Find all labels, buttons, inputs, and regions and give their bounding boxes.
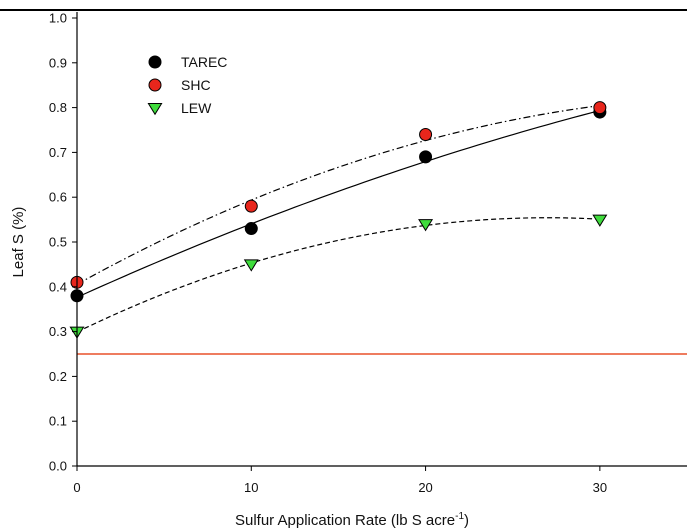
x-axis-title-superscript: -1 bbox=[455, 511, 464, 522]
legend-label-lew: LEW bbox=[181, 100, 212, 116]
y-tick-label: 0.4 bbox=[49, 279, 67, 294]
x-axis-title-suffix: ) bbox=[464, 512, 469, 529]
data-point-lew bbox=[592, 214, 608, 227]
y-tick-label: 0.1 bbox=[49, 414, 67, 429]
legend-label-tarec: TAREC bbox=[181, 54, 227, 70]
x-tick-label: 0 bbox=[73, 480, 80, 495]
data-points-layer bbox=[69, 101, 608, 339]
fit-curve-shc bbox=[76, 104, 600, 285]
data-point-tarec bbox=[419, 150, 433, 164]
x-tick-label: 20 bbox=[418, 480, 432, 495]
fit-curve-lew bbox=[76, 217, 600, 333]
x-tick-label: 30 bbox=[593, 480, 607, 495]
data-point-lew bbox=[418, 219, 434, 232]
x-axis-title: Sulfur Application Rate (lb S acre-1) bbox=[235, 511, 469, 529]
legend-label-shc: SHC bbox=[181, 77, 211, 93]
y-tick-label: 0.8 bbox=[49, 100, 67, 115]
data-point-shc bbox=[419, 127, 433, 141]
y-tick-label: 0.9 bbox=[49, 55, 67, 70]
y-axis-title: Leaf S (%) bbox=[10, 207, 27, 278]
x-axis-title-main: Sulfur Application Rate (lb S acre bbox=[235, 512, 455, 529]
y-tick-label: 0.3 bbox=[49, 324, 67, 339]
data-point-lew bbox=[243, 259, 259, 272]
y-tick-label: 0.6 bbox=[49, 190, 67, 205]
data-point-shc bbox=[244, 199, 258, 213]
y-tick-label: 0.0 bbox=[49, 459, 67, 474]
legend: TAREC SHC LEW bbox=[147, 54, 227, 116]
axes-layer: 0.0 0.1 0.2 0.3 0.4 0.5 0.6 0.7 0.8 0.9 1.0 0 10 20 30 bbox=[49, 11, 687, 495]
y-tick-label: 0.5 bbox=[49, 235, 67, 250]
legend-marker-shc bbox=[148, 78, 162, 92]
fit-curves-layer bbox=[76, 104, 601, 333]
y-tick-label: 1.0 bbox=[49, 11, 67, 26]
x-tick-label: 10 bbox=[244, 480, 258, 495]
legend-marker-lew bbox=[147, 103, 163, 116]
legend-marker-tarec bbox=[148, 55, 162, 69]
y-tick-label: 0.7 bbox=[49, 145, 67, 160]
data-point-tarec bbox=[244, 222, 258, 236]
fit-curve-tarec bbox=[76, 109, 601, 298]
data-point-shc bbox=[593, 101, 607, 115]
y-tick-label: 0.2 bbox=[49, 369, 67, 384]
